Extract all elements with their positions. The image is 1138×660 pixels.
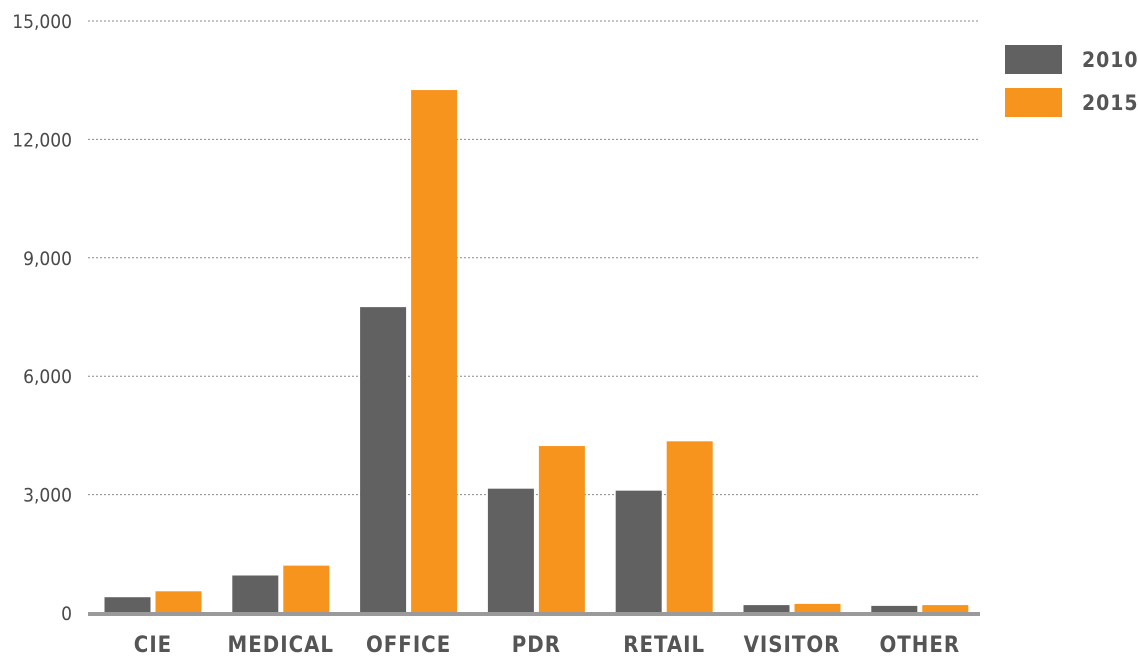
bar-other-2010 <box>871 605 918 613</box>
y-axis-tick-labels: 0 3,000 6,000 9,000 12,000 15,000 <box>12 11 72 625</box>
y-tick-label: 0 <box>61 603 72 625</box>
legend-swatch-2010 <box>1005 45 1062 74</box>
bar-office-2010 <box>360 307 407 613</box>
y-tick-label: 15,000 <box>12 11 72 33</box>
bar-pdr-2010 <box>487 488 534 613</box>
bar-pdr-2015 <box>538 446 585 613</box>
bar-retail-2010 <box>615 490 662 613</box>
bar-office-2015 <box>411 90 458 614</box>
x-tick-label: OFFICE <box>366 633 451 658</box>
bar-cie-2015 <box>155 591 202 613</box>
y-tick-label: 3,000 <box>23 485 72 507</box>
legend: 2010 2015 <box>1005 45 1138 117</box>
x-tick-label: MEDICAL <box>228 633 334 658</box>
bar-retail-2015 <box>666 441 713 613</box>
x-tick-label: CIE <box>134 633 172 658</box>
bar-visitor-2015 <box>794 603 841 613</box>
x-tick-label: OTHER <box>879 633 960 658</box>
bar-cie-2010 <box>104 597 151 613</box>
x-tick-label: VISITOR <box>744 633 841 658</box>
x-axis-category-labels: CIE MEDICAL OFFICE PDR RETAIL VISITOR OTHER <box>134 633 960 658</box>
bar-visitor-2010 <box>743 605 790 613</box>
y-tick-label: 9,000 <box>23 248 72 270</box>
legend-swatch-2015 <box>1005 88 1062 117</box>
bars <box>104 90 969 614</box>
gridlines <box>88 20 980 496</box>
bar-other-2015 <box>922 605 969 613</box>
x-tick-label: RETAIL <box>623 633 705 658</box>
bar-medical-2010 <box>232 575 279 613</box>
legend-label-2010: 2010 <box>1082 48 1138 72</box>
x-tick-label: PDR <box>512 633 561 658</box>
y-tick-label: 12,000 <box>12 129 72 151</box>
legend-label-2015: 2015 <box>1082 91 1138 115</box>
y-tick-label: 6,000 <box>23 366 72 388</box>
bar-medical-2015 <box>283 565 330 613</box>
